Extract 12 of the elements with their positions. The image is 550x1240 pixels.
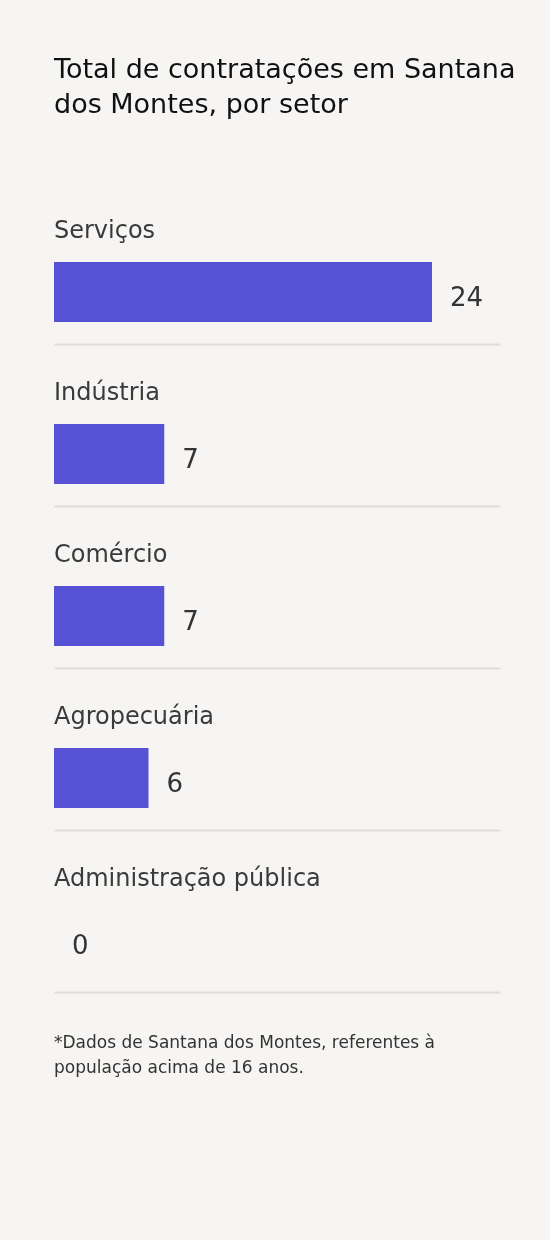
y-tick-label: Agropecuária bbox=[54, 702, 215, 730]
data-label: 24 bbox=[450, 282, 484, 312]
data-label: 7 bbox=[182, 606, 199, 636]
data-label: 0 bbox=[72, 930, 89, 960]
y-tick-label: Administração pública bbox=[54, 864, 321, 892]
text: *Dados de Santana dos Montes, referentes à população acima de 16 anos. bbox=[54, 1032, 436, 1077]
chart-title: Total de contratações em Santana dos Montes, por setor bbox=[53, 53, 516, 119]
y-tick-label: Serviços bbox=[54, 216, 156, 244]
data-label: 7 bbox=[182, 444, 199, 474]
y-tick-label: Comércio bbox=[54, 540, 168, 568]
data-label: 6 bbox=[166, 768, 184, 798]
y-tick-label: Indústria bbox=[54, 378, 160, 406]
